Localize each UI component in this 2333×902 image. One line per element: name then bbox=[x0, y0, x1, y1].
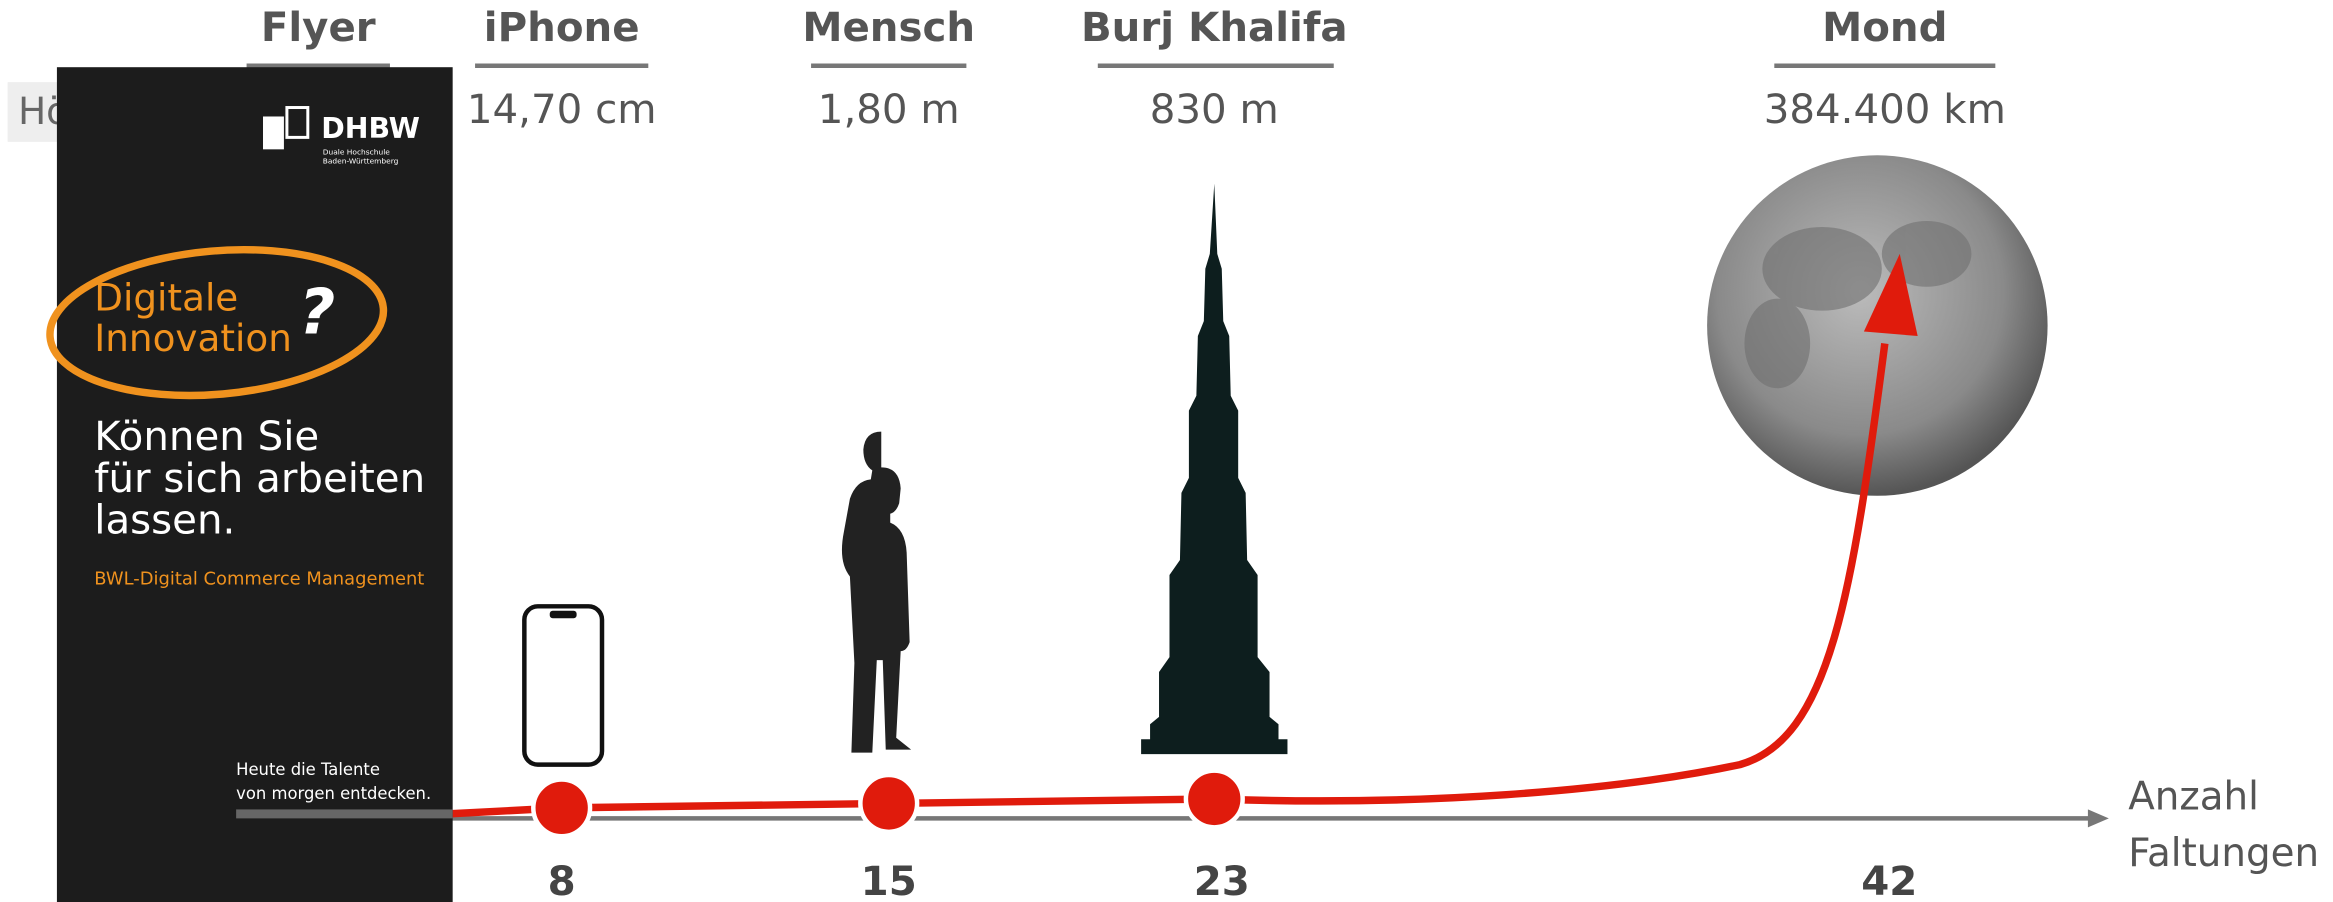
dots bbox=[531, 768, 1245, 839]
claim: für sich arbeiten bbox=[94, 455, 425, 502]
curve-arrow bbox=[1863, 253, 1918, 337]
headline: Digitale bbox=[94, 276, 238, 320]
logo-sub: Duale Hochschule bbox=[323, 147, 391, 156]
burj-khalifa bbox=[1141, 183, 1288, 755]
label-box bbox=[7, 82, 62, 142]
question-mark: ? bbox=[299, 276, 335, 349]
axis-label: Faltungen bbox=[2128, 831, 2319, 876]
fold-count: 42 bbox=[1861, 858, 1917, 902]
iphone bbox=[522, 604, 605, 767]
headline: Innovation bbox=[94, 316, 292, 360]
growth-curve bbox=[447, 342, 1889, 818]
fold-count: 15 bbox=[861, 858, 917, 902]
column-title: Burj Khalifa bbox=[1081, 4, 1348, 51]
height: 1,80 m bbox=[818, 86, 960, 133]
iphone-notch bbox=[549, 610, 577, 619]
program: BWL-Digital Commerce Management bbox=[94, 568, 424, 589]
axis-arrow bbox=[2087, 809, 2109, 828]
fold-count: 8 bbox=[548, 858, 576, 902]
flyer-footer: Heute die Talente bbox=[236, 760, 380, 779]
column-title: Mensch bbox=[802, 4, 975, 51]
axis-label: Anzahl bbox=[2128, 774, 2259, 819]
height: 384.400 km bbox=[1764, 86, 2006, 133]
highlight-ring bbox=[46, 245, 388, 400]
logo-mark bbox=[263, 116, 284, 150]
claim: Können Sie bbox=[94, 413, 319, 460]
column-title: iPhone bbox=[484, 4, 640, 51]
flyer-footer: von morgen entdecken. bbox=[236, 784, 431, 803]
column-title: Mond bbox=[1822, 4, 1947, 51]
human-silhouette bbox=[841, 431, 912, 753]
fold-count: 23 bbox=[1194, 858, 1250, 902]
claim: lassen. bbox=[94, 497, 235, 544]
logo: DHBW bbox=[321, 112, 420, 145]
height: 14,70 cm bbox=[467, 86, 657, 133]
flyer-bar bbox=[236, 809, 453, 819]
logo-sub: Baden-Württemberg bbox=[323, 156, 399, 165]
height: 830 m bbox=[1150, 86, 1279, 133]
moon-maria bbox=[1744, 221, 1972, 389]
column-title: Flyer bbox=[261, 4, 376, 51]
flyer-background bbox=[56, 67, 453, 902]
flyer: DHBW Duale Hochschule Baden-Württemberg … bbox=[46, 67, 453, 902]
logo-mark bbox=[285, 106, 310, 139]
